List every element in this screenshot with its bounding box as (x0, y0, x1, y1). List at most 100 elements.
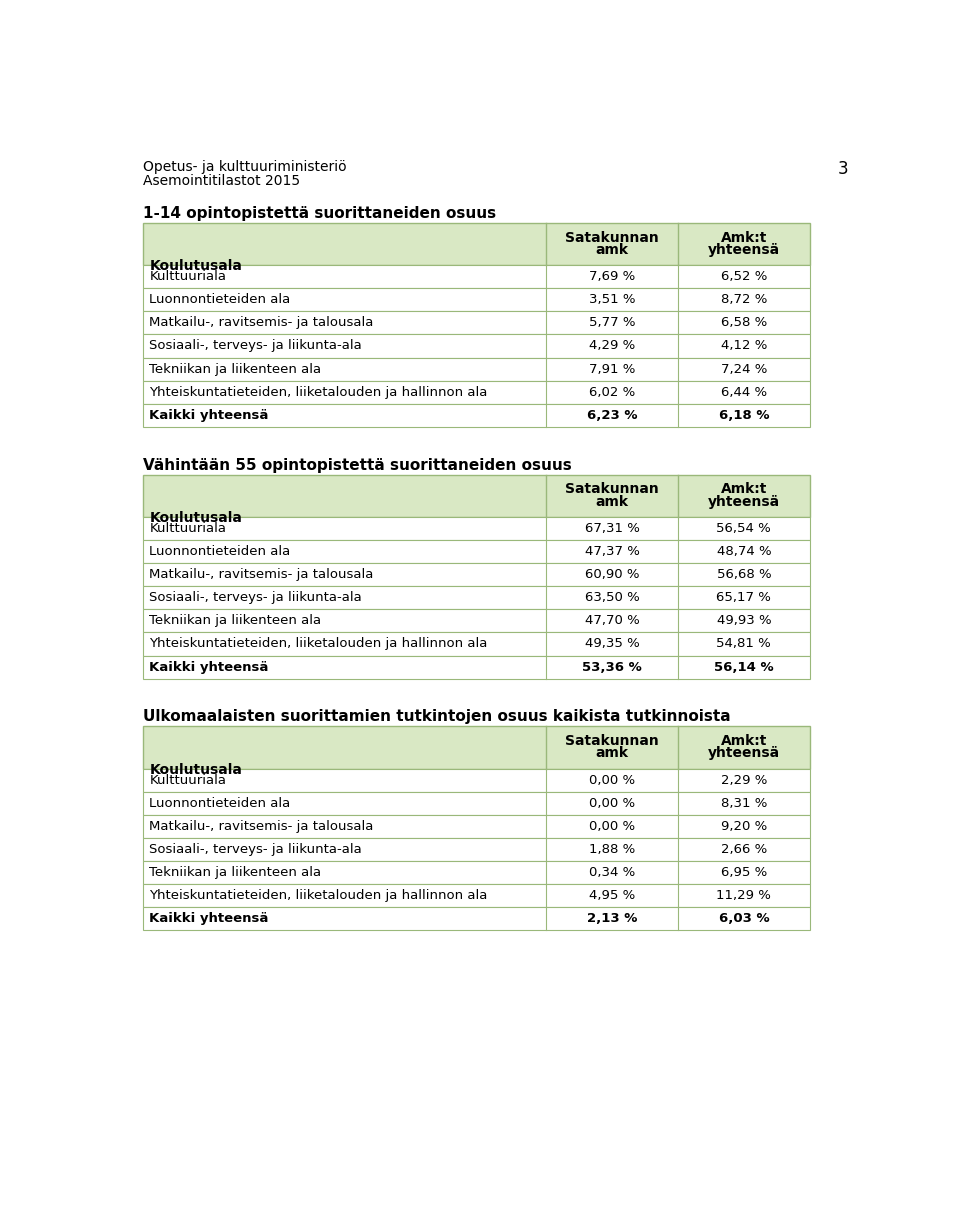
Text: 60,90 %: 60,90 % (585, 569, 639, 581)
Text: 54,81 %: 54,81 % (716, 638, 771, 650)
Bar (143, 288, 809, 311)
Bar (143, 222, 809, 265)
Text: 5,77 %: 5,77 % (588, 316, 636, 329)
Bar (143, 516, 809, 539)
Text: 0,00 %: 0,00 % (589, 797, 636, 810)
Text: Kulttuuriala: Kulttuuriala (150, 522, 227, 535)
Bar (143, 334, 809, 357)
Text: Tekniikan ja liikenteen ala: Tekniikan ja liikenteen ala (150, 866, 322, 880)
Text: Asemointitilastot 2015: Asemointitilastot 2015 (143, 174, 300, 187)
Text: Kaikki yhteensä: Kaikki yhteensä (150, 912, 269, 926)
Text: Vähintään 55 opintopistettä suorittaneiden osuus: Vähintään 55 opintopistettä suorittaneid… (143, 458, 572, 473)
Text: 1,88 %: 1,88 % (589, 843, 636, 857)
Text: 4,29 %: 4,29 % (589, 339, 636, 352)
Text: yhteensä: yhteensä (708, 243, 780, 256)
Text: 0,00 %: 0,00 % (589, 820, 636, 833)
Bar (143, 403, 809, 426)
Text: Matkailu-, ravitsemis- ja talousala: Matkailu-, ravitsemis- ja talousala (150, 316, 373, 329)
Text: 0,34 %: 0,34 % (589, 866, 636, 880)
Bar (143, 587, 809, 610)
Text: amk: amk (595, 495, 629, 509)
Text: 56,68 %: 56,68 % (716, 569, 771, 581)
Text: Matkailu-, ravitsemis- ja talousala: Matkailu-, ravitsemis- ja talousala (150, 569, 373, 581)
Text: 63,50 %: 63,50 % (585, 592, 639, 604)
Text: 1-14 opintopistettä suorittaneiden osuus: 1-14 opintopistettä suorittaneiden osuus (143, 205, 496, 221)
Bar (143, 838, 809, 861)
Text: Koulutusala: Koulutusala (150, 259, 242, 273)
Bar (143, 633, 809, 656)
Text: Tekniikan ja liikenteen ala: Tekniikan ja liikenteen ala (150, 615, 322, 627)
Text: 6,95 %: 6,95 % (721, 866, 767, 880)
Text: 9,20 %: 9,20 % (721, 820, 767, 833)
Text: 6,02 %: 6,02 % (589, 385, 636, 399)
Text: Satakunnan: Satakunnan (565, 231, 659, 244)
Text: yhteensä: yhteensä (708, 746, 780, 761)
Text: yhteensä: yhteensä (708, 495, 780, 509)
Text: 48,74 %: 48,74 % (716, 546, 771, 558)
Text: 67,31 %: 67,31 % (585, 522, 639, 535)
Text: 7,69 %: 7,69 % (589, 270, 636, 283)
Bar (143, 357, 809, 380)
Bar (143, 861, 809, 885)
Text: 4,12 %: 4,12 % (721, 339, 767, 352)
Text: Sosiaali-, terveys- ja liikunta-ala: Sosiaali-, terveys- ja liikunta-ala (150, 339, 362, 352)
Text: 65,17 %: 65,17 % (716, 592, 771, 604)
Bar (143, 885, 809, 908)
Bar (143, 792, 809, 815)
Text: 6,23 %: 6,23 % (587, 408, 637, 422)
Text: Sosiaali-, terveys- ja liikunta-ala: Sosiaali-, terveys- ja liikunta-ala (150, 592, 362, 604)
Text: 0,00 %: 0,00 % (589, 774, 636, 787)
Text: 6,03 %: 6,03 % (719, 912, 769, 926)
Text: 47,70 %: 47,70 % (585, 615, 639, 627)
Text: 4,95 %: 4,95 % (589, 889, 636, 903)
Text: Kaikki yhteensä: Kaikki yhteensä (150, 408, 269, 422)
Text: Amk:t: Amk:t (721, 231, 767, 244)
Text: 6,58 %: 6,58 % (721, 316, 767, 329)
Text: Luonnontieteiden ala: Luonnontieteiden ala (150, 546, 291, 558)
Bar (143, 908, 809, 931)
Bar (143, 265, 809, 288)
Text: 3,51 %: 3,51 % (588, 293, 636, 306)
Bar (143, 311, 809, 334)
Text: Luonnontieteiden ala: Luonnontieteiden ala (150, 797, 291, 810)
Text: Sosiaali-, terveys- ja liikunta-ala: Sosiaali-, terveys- ja liikunta-ala (150, 843, 362, 857)
Text: Satakunnan: Satakunnan (565, 482, 659, 496)
Text: 49,35 %: 49,35 % (585, 638, 639, 650)
Bar (143, 769, 809, 792)
Bar (143, 539, 809, 563)
Text: Satakunnan: Satakunnan (565, 734, 659, 748)
Text: 7,91 %: 7,91 % (588, 362, 636, 375)
Text: Yhteiskuntatieteiden, liiketalouden ja hallinnon ala: Yhteiskuntatieteiden, liiketalouden ja h… (150, 385, 488, 399)
Text: Kulttuuriala: Kulttuuriala (150, 270, 227, 283)
Text: 3: 3 (838, 159, 849, 177)
Text: Amk:t: Amk:t (721, 734, 767, 748)
Text: 7,24 %: 7,24 % (721, 362, 767, 375)
Text: Ulkomaalaisten suorittamien tutkintojen osuus kaikista tutkinnoista: Ulkomaalaisten suorittamien tutkintojen … (143, 710, 731, 724)
Text: Opetus- ja kulttuuriministeriö: Opetus- ja kulttuuriministeriö (143, 159, 347, 174)
Text: 56,54 %: 56,54 % (716, 522, 771, 535)
Text: Luonnontieteiden ala: Luonnontieteiden ala (150, 293, 291, 306)
Text: Kaikki yhteensä: Kaikki yhteensä (150, 661, 269, 673)
Text: 49,93 %: 49,93 % (716, 615, 771, 627)
Text: 2,13 %: 2,13 % (587, 912, 637, 926)
Text: Koulutusala: Koulutusala (150, 510, 242, 525)
Text: Koulutusala: Koulutusala (150, 763, 242, 776)
Text: Amk:t: Amk:t (721, 482, 767, 496)
Text: Yhteiskuntatieteiden, liiketalouden ja hallinnon ala: Yhteiskuntatieteiden, liiketalouden ja h… (150, 638, 488, 650)
Text: 2,29 %: 2,29 % (721, 774, 767, 787)
Bar (143, 610, 809, 633)
Text: Matkailu-, ravitsemis- ja talousala: Matkailu-, ravitsemis- ja talousala (150, 820, 373, 833)
Text: Kulttuuriala: Kulttuuriala (150, 774, 227, 787)
Text: Yhteiskuntatieteiden, liiketalouden ja hallinnon ala: Yhteiskuntatieteiden, liiketalouden ja h… (150, 889, 488, 903)
Bar (143, 656, 809, 679)
Text: 56,14 %: 56,14 % (714, 661, 774, 673)
Text: 11,29 %: 11,29 % (716, 889, 771, 903)
Text: 2,66 %: 2,66 % (721, 843, 767, 857)
Bar (143, 727, 809, 769)
Bar (143, 563, 809, 587)
Text: Tekniikan ja liikenteen ala: Tekniikan ja liikenteen ala (150, 362, 322, 375)
Text: 53,36 %: 53,36 % (583, 661, 642, 673)
Text: 6,18 %: 6,18 % (719, 408, 769, 422)
Text: 8,72 %: 8,72 % (721, 293, 767, 306)
Text: 47,37 %: 47,37 % (585, 546, 639, 558)
